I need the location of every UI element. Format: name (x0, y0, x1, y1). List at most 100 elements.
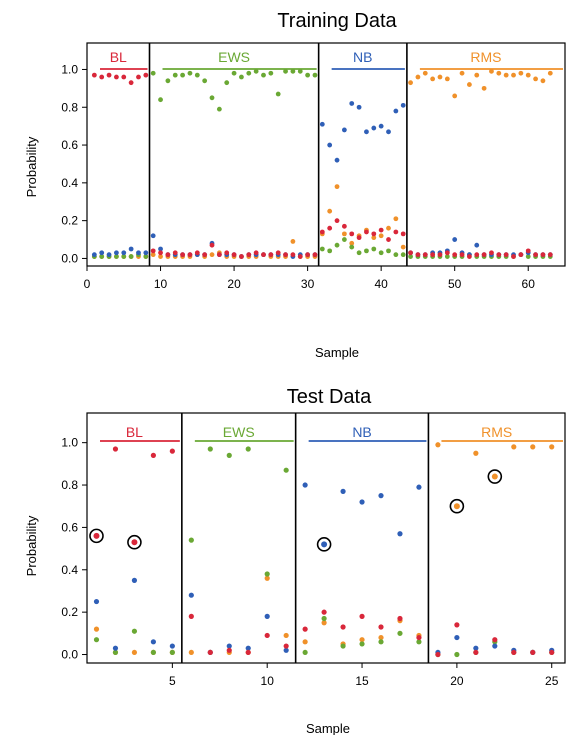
test-ytick-label: 0.2 (61, 605, 78, 619)
training-point-rms (430, 76, 436, 82)
test-point-bl (112, 446, 119, 452)
test-point-bl (340, 624, 346, 630)
training-title: Training Data (277, 10, 397, 32)
test-point-ews (359, 641, 365, 647)
training-point-bl (121, 74, 127, 80)
training-point-nb (128, 246, 134, 252)
training-point-ews (143, 254, 149, 259)
test-point-rms (549, 444, 555, 450)
test-highlight-point-rms (453, 503, 460, 510)
training-point-nb (99, 250, 105, 256)
training-point-rms (444, 76, 450, 82)
test-point-ews (454, 651, 460, 658)
training-point-rms (496, 70, 502, 76)
training-point-nb (114, 250, 119, 256)
test-point-nb (340, 488, 346, 494)
training-point-rms (474, 72, 480, 78)
test-xtick-label: 25 (545, 674, 559, 688)
training-xtick-label: 30 (301, 277, 315, 291)
training-point-bl (467, 254, 472, 259)
training-point-bl (187, 252, 193, 258)
training-point-nb (400, 102, 406, 108)
training-point-ews (275, 91, 281, 97)
training-point-bl (481, 252, 487, 258)
test-point-nb (226, 643, 232, 649)
training-point-bl (452, 252, 458, 258)
test-point-nb (188, 592, 194, 598)
test-ytick-label: 1.0 (61, 436, 78, 450)
training-point-bl (341, 223, 347, 229)
training-group-label-rms: RMS (470, 49, 501, 65)
test-point-bl (492, 637, 498, 643)
test-point-bl (226, 647, 232, 653)
training-point-bl (540, 252, 546, 258)
training-point-ews (283, 68, 288, 74)
test-xtick-label: 10 (261, 674, 275, 688)
training-point-bl (143, 72, 149, 78)
training-point-bl (356, 235, 362, 241)
test-xtick-label: 20 (450, 674, 464, 688)
training-point-rms (503, 72, 509, 78)
training-point-ews (400, 252, 406, 258)
training-point-rms (378, 233, 384, 239)
test-point-ews (93, 637, 100, 643)
test-point-rms (93, 626, 100, 632)
test-point-ews (112, 649, 119, 656)
test-xtick-label: 5 (169, 674, 176, 688)
training-point-bl (268, 252, 274, 258)
test-highlight-point-bl (93, 532, 100, 539)
training-point-bl (430, 252, 436, 258)
test-point-bl (169, 448, 175, 454)
training-xtick-label: 40 (374, 277, 388, 291)
training-point-nb (150, 233, 156, 239)
training-point-nb (452, 237, 458, 242)
training-point-ews (386, 248, 391, 254)
training-point-nb (356, 104, 362, 110)
training-point-ews (209, 95, 215, 101)
test-point-rms (131, 649, 138, 656)
training-point-bl (290, 252, 296, 258)
training-point-bl (194, 250, 200, 256)
training-point-bl (150, 248, 156, 254)
training-point-nb (319, 121, 325, 127)
training-point-bl (165, 252, 171, 258)
training-point-ews (356, 250, 362, 256)
training-point-bl (408, 250, 413, 256)
test-point-rms (473, 450, 479, 456)
training-point-rms (540, 78, 546, 84)
training-point-ews (231, 70, 237, 76)
training-point-bl (400, 231, 406, 237)
training-point-nb (386, 129, 391, 135)
training-point-rms (341, 231, 347, 237)
test-point-ews (397, 630, 403, 636)
test-plot-frame (86, 412, 566, 664)
training-group-label-ews: EWS (218, 49, 250, 65)
test-group-label-nb: NB (352, 424, 371, 440)
training-point-rms (437, 74, 443, 80)
training-point-bl (518, 252, 524, 258)
test-point-bl (150, 452, 156, 458)
test-point-bl (416, 634, 422, 641)
training-point-bl (158, 250, 163, 256)
training-point-rms (386, 225, 391, 231)
training-point-bl (503, 252, 509, 258)
test-point-rms (378, 634, 384, 641)
test-point-bl (530, 649, 536, 656)
training-point-rms (518, 70, 524, 76)
training-point-bl (364, 229, 369, 235)
training-point-bl (378, 227, 384, 233)
training-point-bl (415, 252, 421, 258)
training-point-bl (319, 229, 325, 235)
training-point-rms (452, 93, 458, 99)
test-xlabel: Sample (306, 721, 350, 735)
training-point-bl (239, 254, 244, 259)
test-point-nb (150, 639, 156, 645)
test-point-bl (454, 622, 460, 628)
training-point-bl (533, 252, 538, 258)
training-point-rms (489, 68, 494, 74)
training-point-bl (437, 252, 443, 258)
training-point-bl (172, 250, 178, 256)
test-point-bl (359, 613, 365, 619)
training-point-ews (290, 68, 296, 74)
